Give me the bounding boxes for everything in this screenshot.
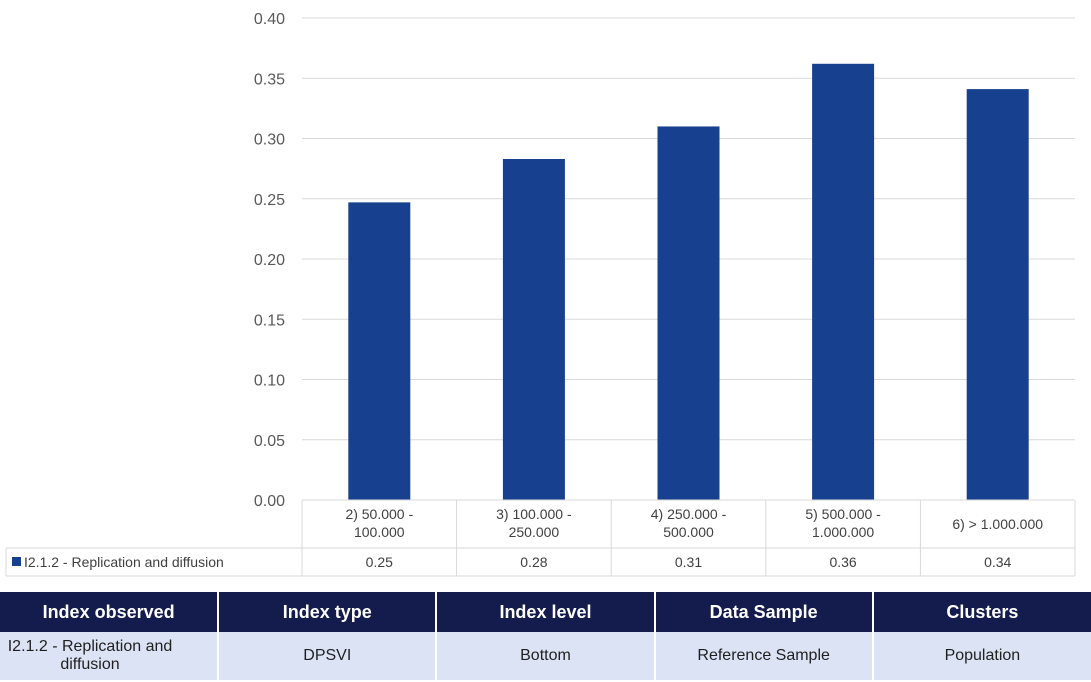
category-label-line: 2) 50.000 - [345,506,413,522]
bar [966,89,1029,500]
data-table-value: 0.31 [675,554,702,570]
info-value-row: I2.1.2 - Replication and diffusion DPSVI… [0,632,1091,680]
category-label-line: 3) 100.000 - [496,506,572,522]
category-label: 5) 500.000 - 1.000.000 [805,506,881,540]
value-clusters: Population [872,632,1091,680]
legend-series-name: I2.1.2 - Replication and diffusion [24,554,224,570]
category-label: 4) 250.000 - 500.000 [651,506,727,540]
category-label: 3) 100.000 - 250.000 [496,506,572,540]
y-tick-label: 0.15 [254,312,285,329]
category-label: 6) > 1.000.000 [952,516,1043,532]
bar [502,158,565,501]
y-tick-label: 0.00 [254,493,285,510]
data-table-value: 0.34 [984,554,1011,570]
header-index-observed: Index observed [0,592,220,632]
value-data-sample: Reference Sample [654,632,874,680]
info-header-row: Index observed Index type Index level Da… [0,592,1091,632]
data-table-value: 0.28 [520,554,547,570]
category-label-line: 100.000 [354,524,405,540]
y-axis: 0.00 0.05 0.10 0.15 0.20 0.25 0.30 0.35 0.40 [254,11,285,510]
y-tick-label: 0.35 [254,71,285,88]
header-data-sample: Data Sample [654,592,874,632]
category-label-line: 500.000 [663,524,714,540]
data-table: 2) 50.000 - 100.000 3) 100.000 - 250.000 4) … [5,499,1076,577]
y-tick-label: 0.10 [254,373,285,390]
bar-chart: 0.00 0.05 0.10 0.15 0.20 0.25 0.30 0.35 0.40 2) … [5,11,1076,577]
y-tick-label: 0.30 [254,132,285,149]
value-index-observed: I2.1.2 - Replication and diffusion [0,632,220,680]
header-index-level: Index level [436,592,656,632]
y-tick-label: 0.20 [254,252,285,269]
category-label-line: 5) 500.000 - [805,506,881,522]
data-table-value: 0.36 [829,554,856,570]
y-tick-label: 0.25 [254,192,285,209]
index-info-table: Index observed Index type Index level Da… [0,592,1091,680]
category-label-line: 4) 250.000 - [651,506,727,522]
y-tick-label: 0.40 [254,11,285,28]
data-table-value: 0.25 [366,554,393,570]
category-label-line: 6) > 1.000.000 [952,516,1043,532]
header-clusters: Clusters [872,592,1091,632]
value-index-observed-text: I2.1.2 - Replication and diffusion [7,638,173,673]
category-label-line: 250.000 [509,524,560,540]
legend-swatch [12,557,21,566]
y-tick-label: 0.05 [254,433,285,450]
value-index-level: Bottom [436,632,656,680]
category-label-line: 1.000.000 [812,524,874,540]
category-label: 2) 50.000 - 100.000 [345,506,413,540]
value-index-type: DPSVI [218,632,438,680]
header-index-type: Index type [218,592,438,632]
bar [812,63,875,500]
bar [348,202,411,501]
bar [657,126,720,500]
bars [348,63,1029,501]
